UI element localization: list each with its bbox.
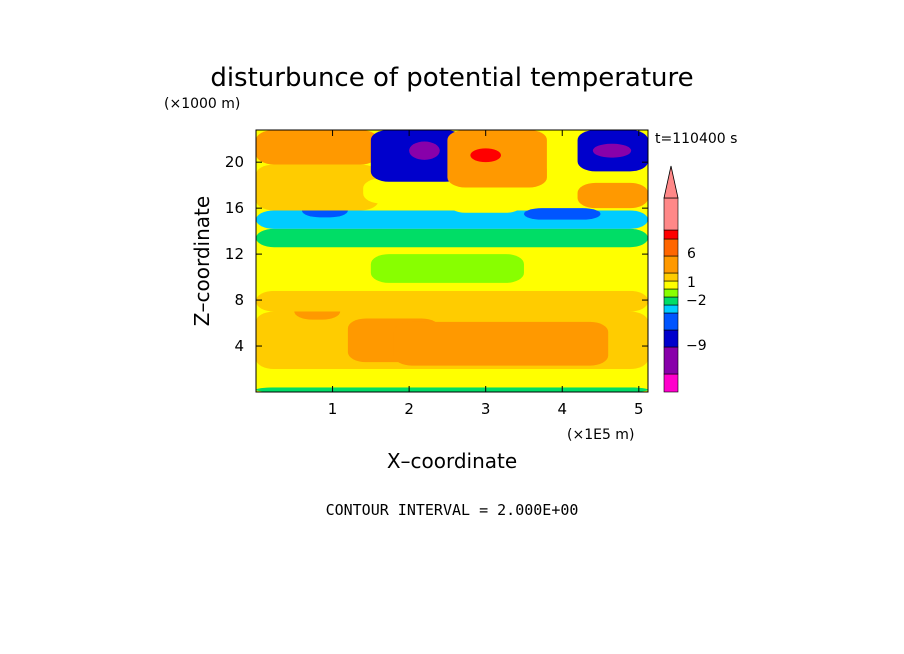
colorbar-segment — [663, 229, 679, 240]
colorbar-segment — [663, 255, 679, 274]
colorbar-segment — [663, 238, 679, 257]
colorbar-label: −2 — [686, 293, 707, 309]
plot-frame — [255, 129, 649, 393]
colorbar-label: 1 — [687, 275, 696, 291]
chart-title: disturbunce of potential temperature — [210, 63, 693, 93]
contour-region-orange — [577, 182, 648, 209]
contour-region-light-orange — [256, 290, 648, 312]
contour-region-red — [470, 148, 501, 163]
contour-region-light-green — [370, 254, 524, 283]
y-axis-title: Z–coordinate — [190, 196, 214, 326]
y-tick-label: 20 — [225, 153, 244, 171]
x-axis-title: X–coordinate — [387, 449, 517, 473]
y-tick-label: 16 — [225, 199, 244, 217]
contour-region-yellow — [256, 369, 648, 388]
contour-interval-footer: CONTOUR INTERVAL = 2.000E+00 — [326, 501, 579, 519]
contour-region-orange — [393, 321, 609, 366]
x-tick-label: 2 — [404, 400, 414, 418]
x-tick-label: 1 — [328, 400, 338, 418]
y-tick-label: 4 — [234, 337, 244, 355]
colorbar-segment — [663, 312, 679, 331]
contour-region-purple — [592, 143, 632, 158]
y-tick-label: 8 — [234, 291, 244, 309]
contour-region-blue — [523, 208, 601, 220]
contour-region-light-orange — [256, 164, 379, 211]
colorbar-segment — [663, 280, 679, 290]
contour-region-yellow — [447, 189, 524, 213]
y-tick-label: 12 — [225, 245, 244, 263]
x-tick-label: 5 — [634, 400, 644, 418]
y-unit-label: (×1000 m) — [164, 96, 240, 112]
contour-region-purple — [409, 141, 440, 160]
colorbar-segment — [663, 346, 679, 375]
colorbar-segment — [663, 304, 679, 314]
x-axis-ticks: 1 2 3 4 5 — [328, 130, 644, 418]
contour-region-green — [256, 387, 648, 392]
colorbar-extend-arrow — [663, 165, 679, 199]
colorbar-segment — [663, 329, 679, 348]
time-label: t=110400 s — [655, 131, 737, 147]
colorbar: 6 1 −2 −9 — [663, 165, 707, 393]
contour-region-orange — [256, 130, 379, 165]
x-tick-label: 4 — [557, 400, 567, 418]
colorbar-segment — [663, 197, 679, 231]
contour-region-green — [256, 228, 648, 248]
x-unit-label: (×1E5 m) — [567, 427, 634, 443]
colorbar-label: 6 — [687, 246, 696, 262]
colorbar-segment — [663, 288, 679, 298]
x-tick-label: 3 — [481, 400, 491, 418]
contour-region-yellow — [546, 130, 586, 179]
colorbar-segment — [663, 272, 679, 282]
contour-fill-regions — [256, 130, 648, 392]
colorbar-label: −9 — [686, 338, 707, 354]
colorbar-segment — [663, 373, 679, 393]
y-axis-ticks: 4 8 12 16 20 — [225, 153, 648, 355]
colorbar-segment — [663, 296, 679, 306]
